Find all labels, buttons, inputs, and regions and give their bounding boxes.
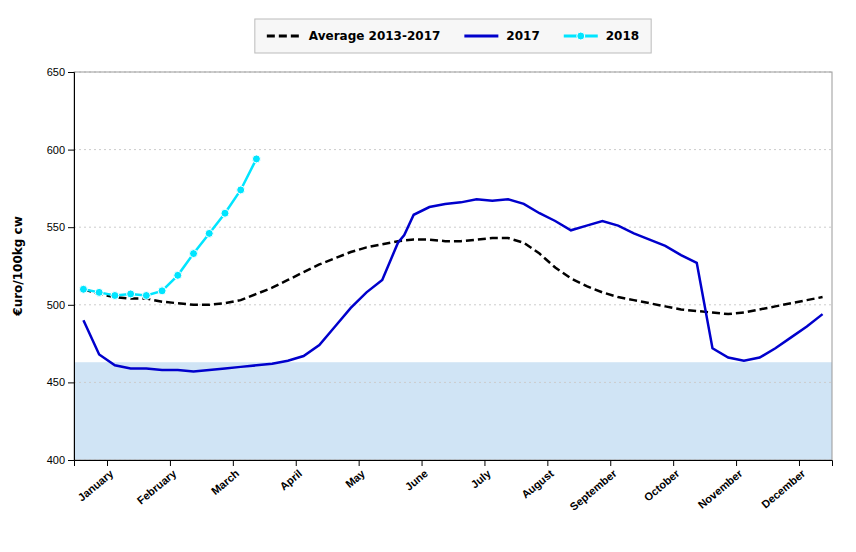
tick: December [759, 460, 808, 511]
legend-swatch-marker [577, 32, 585, 40]
legend-label: Average 2013-2017 [309, 29, 441, 43]
tick-mark [422, 460, 423, 466]
legend-label: 2018 [606, 29, 639, 43]
tick-label: July [468, 467, 493, 491]
tick-mark [68, 72, 74, 73]
tick-mark [673, 460, 674, 466]
tick-mark [68, 227, 74, 228]
tick-label: 650 [47, 66, 65, 78]
series-point [252, 155, 260, 163]
plot-area [79, 155, 822, 372]
series-point [111, 291, 119, 299]
axis-line [75, 461, 833, 467]
tick-mark [296, 460, 297, 466]
tick: 550 [47, 221, 74, 233]
y-axis: 400 450 500 550 600 650 [47, 66, 75, 466]
tick: July [468, 460, 493, 490]
tick-label: June [403, 467, 430, 493]
grid-line [74, 149, 832, 150]
tick-label: September [567, 467, 619, 513]
series-point [158, 287, 166, 295]
tick-label: December [759, 467, 808, 511]
bands [74, 72, 832, 460]
legend-item: 2017 [464, 29, 539, 43]
grid-line [74, 382, 832, 383]
tick-mark [68, 150, 74, 151]
chart: 400 450 500 550 600 650 January February March Ap… [0, 0, 856, 552]
legend-swatch [267, 35, 301, 38]
tick: 600 [47, 144, 74, 156]
series-point [142, 291, 150, 299]
tick: 450 [47, 376, 74, 388]
series-line [83, 159, 256, 296]
series-point [79, 285, 87, 293]
tick-label: 400 [47, 454, 65, 466]
tick-label: 500 [47, 299, 65, 311]
x-axis: January February March April May June July Augu… [75, 460, 833, 513]
grid-line [74, 227, 832, 228]
tick-label: August [519, 467, 556, 501]
tick: 650 [47, 66, 74, 78]
background-band [74, 362, 832, 460]
tick-mark [107, 460, 108, 466]
legend-box [255, 19, 651, 53]
tick: May [343, 460, 368, 490]
y-axis-title: €uro/100kg cw [11, 216, 25, 316]
series-point [174, 271, 182, 279]
plot-frame [74, 72, 832, 460]
tick: April [277, 460, 304, 492]
tick-mark [359, 460, 360, 466]
series-line [83, 238, 822, 314]
tick-label: March [209, 467, 242, 497]
tick-mark [610, 460, 611, 466]
tick-label: 600 [47, 144, 65, 156]
series-point [237, 186, 245, 194]
tick: August [519, 460, 556, 501]
tick-label: October [642, 467, 683, 504]
tick-label: 550 [47, 221, 65, 233]
tick-mark [736, 460, 737, 466]
legend-item: 2018 [564, 29, 639, 43]
tick-label: 450 [47, 376, 65, 388]
tick: November [696, 460, 745, 511]
tick-mark [233, 460, 234, 466]
tick-mark [170, 460, 171, 466]
legend: Average 2013-2017 2017 2018 [255, 19, 651, 53]
legend-label: 2017 [506, 29, 539, 43]
tick-mark [799, 460, 800, 466]
tick: 400 [47, 454, 74, 466]
tick-label: May [343, 467, 368, 491]
series-point [221, 209, 229, 217]
tick: February [135, 460, 179, 507]
tick: October [642, 460, 683, 503]
series-point [95, 288, 103, 296]
tick-label: April [277, 467, 304, 492]
legend-item: Average 2013-2017 [267, 29, 441, 43]
grid-line [74, 304, 832, 305]
tick: March [209, 460, 242, 497]
tick-label: February [135, 467, 179, 507]
series-line [83, 199, 822, 371]
tick: 500 [47, 299, 74, 311]
legend-swatch [464, 35, 498, 38]
tick-label: January [75, 467, 116, 504]
tick: September [567, 460, 619, 513]
series-point [127, 290, 135, 298]
tick: January [75, 460, 116, 503]
tick-mark [547, 460, 548, 466]
tick-label: November [696, 467, 745, 511]
grid [74, 72, 832, 460]
axis-line [68, 73, 75, 461]
series-point [190, 250, 198, 258]
tick: June [403, 460, 430, 493]
series-point [205, 229, 213, 237]
tick-mark [68, 305, 74, 306]
tick-mark [68, 382, 74, 383]
tick-mark [484, 460, 485, 466]
background-band [74, 72, 832, 362]
tick-mark [68, 460, 74, 461]
